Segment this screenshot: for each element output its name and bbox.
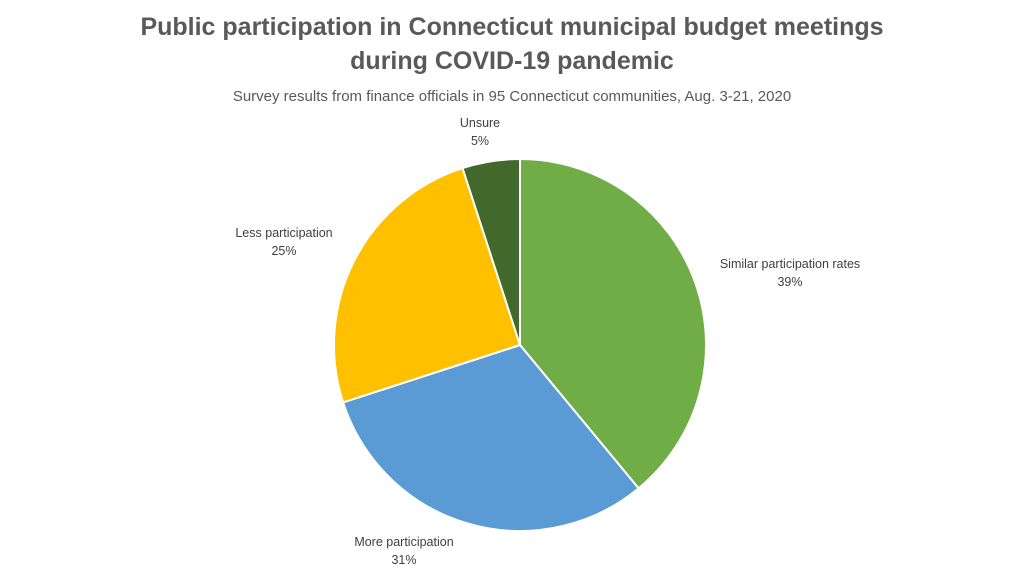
pie-slice-more-participation (342, 344, 640, 532)
data-label-category: Similar participation rates (720, 257, 860, 271)
data-label-category: Unsure (460, 116, 500, 130)
data-label-value: 5% (471, 134, 489, 148)
data-label-unsure: Unsure 5% (460, 116, 500, 148)
pie-slice-less-participation (333, 167, 521, 404)
data-label-less-participation: Less participation 25% (235, 226, 332, 258)
data-label-similar-participation-rates: Similar participation rates 39% (720, 257, 860, 289)
chart-title: Public participation in Connecticut muni… (0, 10, 1024, 78)
data-label-more-participation: More participation 31% (354, 535, 453, 567)
chart-title-line-1: Public participation in Connecticut muni… (140, 13, 884, 41)
data-label-value: 25% (271, 244, 296, 258)
data-label-value: 31% (391, 553, 416, 567)
pie-slices (333, 158, 707, 532)
chart-title-line-2: during COVID-19 pandemic (350, 47, 674, 75)
chart-subtitle: Survey results from finance officials in… (232, 88, 792, 105)
data-label-category: Less participation (235, 226, 332, 240)
pie-slice-unsure (461, 158, 521, 346)
data-label-value: 39% (777, 275, 802, 289)
pie-slice-similar-participation-rates (519, 158, 707, 490)
data-label-category: More participation (354, 535, 453, 549)
pie-data-labels: Similar participation rates 39% More parti… (235, 116, 860, 567)
